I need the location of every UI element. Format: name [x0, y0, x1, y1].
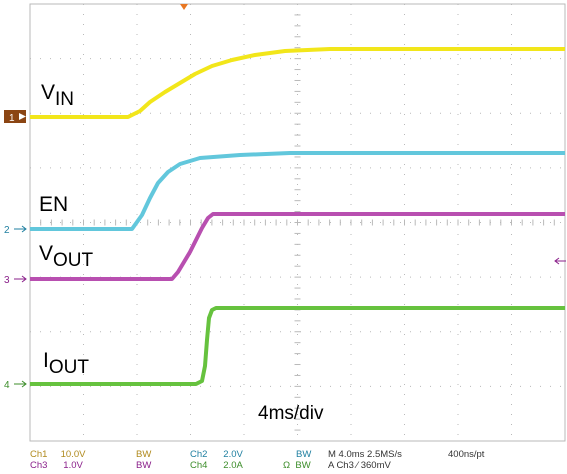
ch4-marker: 4 [4, 380, 27, 391]
ch3-marker: 3 [4, 275, 27, 286]
vin-waveform [30, 47, 565, 119]
svg-text:4: 4 [4, 380, 10, 391]
ch4-bw-icon: Ω BW [283, 460, 311, 471]
vout-waveform [30, 212, 565, 281]
ch3-status: Ch3 1.0V [30, 460, 83, 471]
ch1-marker: 1 [4, 110, 26, 124]
iout-label: IOUT [43, 349, 89, 378]
ch1-bw-icon: BW [136, 449, 152, 460]
ch1-status: Ch1 10.0V [30, 449, 86, 460]
ch2-status: Ch2 2.0V [190, 449, 243, 460]
svg-text:3: 3 [4, 275, 10, 286]
ch2-marker: 2 [4, 225, 27, 236]
vout-label: VOUT [39, 242, 94, 271]
graticule-grid [29, 3, 566, 441]
ch2-bw-icon: BW [296, 449, 312, 460]
trigger-settings: A Ch3 ⁄ 360mV [328, 460, 391, 471]
svg-text:2: 2 [4, 225, 10, 236]
timebase-label: 4ms/div [258, 403, 324, 424]
en-waveform [30, 151, 565, 231]
trigger-position-marker [180, 4, 188, 10]
svg-text:1: 1 [9, 113, 15, 124]
horizontal-settings: M 4.0ms 2.5MS/s [328, 449, 402, 460]
en-label: EN [39, 193, 69, 216]
trigger-level-marker [554, 257, 566, 265]
iout-waveform [30, 306, 565, 386]
ch3-bw-icon: BW [136, 460, 152, 471]
ch4-status: Ch4 2.0A [190, 460, 243, 471]
record-length: 400ns/pt [448, 449, 485, 460]
vin-label: VIN [41, 81, 75, 110]
